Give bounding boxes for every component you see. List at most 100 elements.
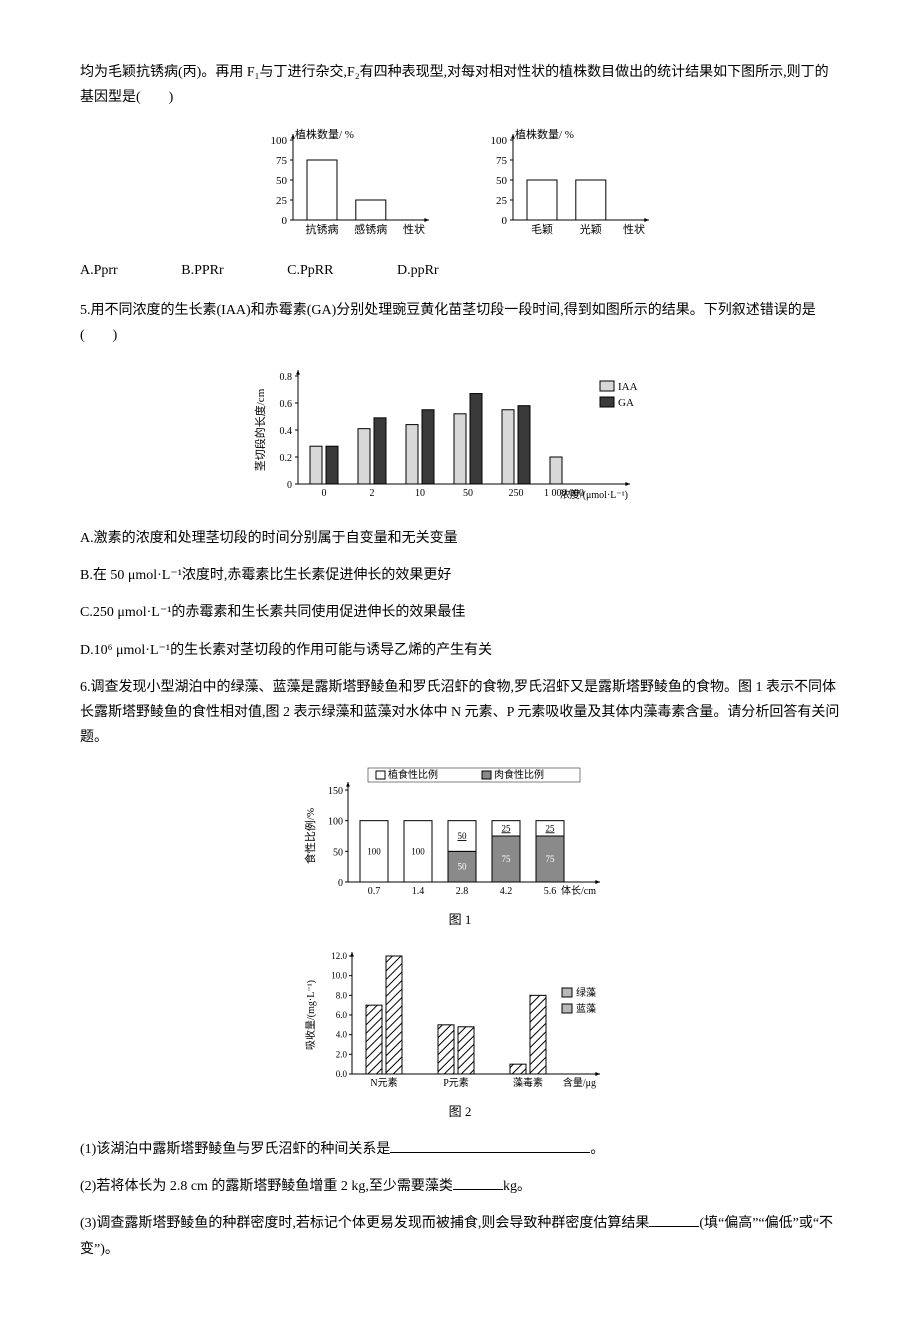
svg-text:50: 50 bbox=[463, 488, 473, 499]
svg-text:4.0: 4.0 bbox=[336, 1029, 348, 1039]
svg-text:0.7: 0.7 bbox=[368, 886, 381, 897]
svg-text:抗锈病: 抗锈病 bbox=[306, 222, 339, 236]
q4-chart2: 0 25 50 75 100 植株数量/ % 毛颖 光颖 性状 bbox=[475, 124, 665, 244]
svg-text:25: 25 bbox=[496, 195, 508, 207]
svg-text:2: 2 bbox=[370, 488, 375, 499]
svg-text:10.0: 10.0 bbox=[331, 970, 347, 980]
svg-text:光颖: 光颖 bbox=[580, 222, 602, 236]
svg-text:性状: 性状 bbox=[623, 222, 645, 236]
q6-chart2: 0.0 2.0 4.0 6.0 8.0 10.0 12.0 吸收量/(mg·L⁻¹) N元素 P元… bbox=[300, 946, 620, 1096]
svg-text:75: 75 bbox=[496, 155, 508, 167]
q6-sub2-blank[interactable] bbox=[453, 1189, 503, 1190]
svg-text:25: 25 bbox=[546, 824, 556, 834]
svg-text:0.8: 0.8 bbox=[280, 372, 293, 383]
svg-text:100: 100 bbox=[491, 135, 508, 147]
svg-text:25: 25 bbox=[502, 824, 512, 834]
q4-opt-c: C.PpRR bbox=[287, 258, 333, 283]
q5-chart-wrap: 00.20.40.60.8茎切段的长度/cm0210502501 000 000… bbox=[80, 362, 840, 512]
q4-charts: 0 25 50 75 100 植株数量/ % 抗锈病 感锈病 性状 0 25 50 75 100 植株数量… bbox=[80, 124, 840, 244]
svg-text:4.2: 4.2 bbox=[500, 886, 513, 897]
svg-text:75: 75 bbox=[502, 854, 512, 864]
q5-stem: 5.用不同浓度的生长素(IAA)和赤霉素(GA)分别处理豌豆黄化苗茎切段一段时间… bbox=[80, 298, 840, 348]
q4-chart1: 0255075100植株数量/ %抗锈病感锈病性状 bbox=[255, 124, 445, 244]
svg-text:12.0: 12.0 bbox=[331, 951, 347, 961]
q6-chart2-caption: 图 2 bbox=[300, 1100, 620, 1123]
svg-text:N元素: N元素 bbox=[370, 1076, 397, 1089]
svg-text:植食性比例: 植食性比例 bbox=[388, 768, 438, 781]
svg-text:植株数量/ %: 植株数量/ % bbox=[295, 127, 354, 141]
svg-text:25: 25 bbox=[276, 195, 288, 207]
svg-text:含量/μg: 含量/μg bbox=[563, 1076, 596, 1089]
svg-text:250: 250 bbox=[509, 488, 524, 499]
q4-options: A.Pprr B.PPRr C.PpRR D.ppRr bbox=[80, 258, 840, 283]
q5-opt-b: B.在 50 μmol·L⁻¹浓度时,赤霉素比生长素促进伸长的效果更好 bbox=[80, 563, 840, 588]
q5-opt-d: D.10⁶ μmol·L⁻¹的生长素对茎切段的作用可能与诱导乙烯的产生有关 bbox=[80, 638, 840, 663]
q5-opt-c: C.250 μmol·L⁻¹的赤霉素和生长素共同使用促进伸长的效果最佳 bbox=[80, 600, 840, 625]
q6-sub3-blank[interactable] bbox=[649, 1226, 699, 1227]
svg-text:50: 50 bbox=[458, 831, 468, 841]
q6-sub1-blank[interactable] bbox=[390, 1152, 590, 1153]
svg-text:0.0: 0.0 bbox=[336, 1069, 348, 1079]
svg-text:75: 75 bbox=[546, 854, 556, 864]
q6-chart1-caption: 图 1 bbox=[300, 908, 620, 931]
q5-chart: 00.20.40.60.8茎切段的长度/cm0210502501 000 000… bbox=[250, 362, 670, 512]
svg-text:茎切段的长度/cm: 茎切段的长度/cm bbox=[253, 388, 267, 471]
q6-chart1: 0 50 100 150 食性比例/% 植食性比例 肉食性比例 100 0.7 100 1.4 50 5… bbox=[300, 764, 620, 904]
svg-text:体长/cm: 体长/cm bbox=[561, 885, 596, 897]
q4-opt-b: B.PPRr bbox=[181, 258, 223, 283]
svg-text:6.0: 6.0 bbox=[336, 1010, 348, 1020]
q6-sub1: (1)该湖泊中露斯塔野鲮鱼与罗氏沼虾的种间关系是 。 bbox=[80, 1137, 840, 1162]
svg-text:5.6: 5.6 bbox=[544, 886, 557, 897]
svg-text:75: 75 bbox=[276, 155, 288, 167]
svg-text:肉食性比例: 肉食性比例 bbox=[494, 768, 544, 781]
svg-text:100: 100 bbox=[328, 817, 343, 828]
svg-text:2.0: 2.0 bbox=[336, 1049, 348, 1059]
svg-text:100: 100 bbox=[367, 847, 381, 857]
svg-text:100: 100 bbox=[271, 135, 288, 147]
q6-chart2-wrap: 0.0 2.0 4.0 6.0 8.0 10.0 12.0 吸收量/(mg·L⁻¹) N元素 P元… bbox=[80, 946, 840, 1123]
svg-text:吸收量/(mg·L⁻¹): 吸收量/(mg·L⁻¹) bbox=[304, 980, 317, 1050]
svg-text:50: 50 bbox=[276, 175, 288, 187]
svg-text:8.0: 8.0 bbox=[336, 990, 348, 1000]
svg-text:150: 150 bbox=[328, 786, 343, 797]
svg-text:0.4: 0.4 bbox=[280, 426, 293, 437]
svg-text:10: 10 bbox=[415, 488, 425, 499]
svg-text:浓度/(μmol·L⁻¹): 浓度/(μmol·L⁻¹) bbox=[560, 488, 628, 501]
q6-sub3: (3)调查露斯塔野鲮鱼的种群密度时,若标记个体更易发现而被捕食,则会导致种群密度… bbox=[80, 1211, 840, 1261]
q4-stem: 均为毛颖抗锈病(丙)。再用 F₁与丁进行杂交,F₂有四种表现型,对每对相对性状的… bbox=[80, 60, 840, 110]
svg-text:绿藻: 绿藻 bbox=[576, 986, 596, 999]
svg-text:0.2: 0.2 bbox=[280, 453, 293, 464]
q6-sub2-tail: kg。 bbox=[503, 1179, 531, 1194]
svg-text:50: 50 bbox=[496, 175, 508, 187]
svg-text:0.6: 0.6 bbox=[280, 399, 293, 410]
q6-sub1-text: (1)该湖泊中露斯塔野鲮鱼与罗氏沼虾的种间关系是 bbox=[80, 1142, 390, 1157]
svg-text:50: 50 bbox=[458, 862, 468, 872]
svg-text:50: 50 bbox=[333, 848, 343, 859]
q4-opt-a: A.Pprr bbox=[80, 258, 118, 283]
svg-text:0: 0 bbox=[502, 215, 508, 227]
q6-chart1-wrap: 0 50 100 150 食性比例/% 植食性比例 肉食性比例 100 0.7 100 1.4 50 5… bbox=[80, 764, 840, 931]
q6-sub3-text: (3)调查露斯塔野鲮鱼的种群密度时,若标记个体更易发现而被捕食,则会导致种群密度… bbox=[80, 1216, 649, 1231]
svg-text:1.4: 1.4 bbox=[412, 886, 425, 897]
svg-text:毛颖: 毛颖 bbox=[531, 223, 553, 236]
svg-text:2.8: 2.8 bbox=[456, 886, 469, 897]
svg-text:性状: 性状 bbox=[403, 222, 425, 236]
svg-text:0: 0 bbox=[338, 878, 343, 889]
svg-text:0: 0 bbox=[287, 480, 292, 491]
svg-text:IAA: IAA bbox=[618, 381, 638, 393]
svg-text:0: 0 bbox=[322, 488, 327, 499]
q6-stem: 6.调查发现小型湖泊中的绿藻、蓝藻是露斯塔野鲮鱼和罗氏沼虾的食物,罗氏沼虾又是露… bbox=[80, 675, 840, 751]
svg-text:蓝藻: 蓝藻 bbox=[576, 1002, 596, 1015]
q6-sub2: (2)若将体长为 2.8 cm 的露斯塔野鲮鱼增重 2 kg,至少需要藻类 kg。 bbox=[80, 1174, 840, 1199]
svg-text:感锈病: 感锈病 bbox=[354, 222, 387, 236]
svg-text:GA: GA bbox=[618, 397, 634, 409]
svg-text:食性比例/%: 食性比例/% bbox=[303, 808, 317, 864]
svg-text:100: 100 bbox=[411, 847, 425, 857]
q4-opt-d: D.ppRr bbox=[397, 258, 439, 283]
q6-sub1-tail: 。 bbox=[590, 1142, 604, 1157]
q6-sub2-text: (2)若将体长为 2.8 cm 的露斯塔野鲮鱼增重 2 kg,至少需要藻类 bbox=[80, 1179, 453, 1194]
q5-opt-a: A.激素的浓度和处理茎切段的时间分别属于自变量和无关变量 bbox=[80, 526, 840, 551]
svg-text:P元素: P元素 bbox=[443, 1076, 469, 1089]
svg-text:植株数量/ %: 植株数量/ % bbox=[515, 127, 574, 141]
svg-text:藻毒素: 藻毒素 bbox=[513, 1076, 543, 1089]
